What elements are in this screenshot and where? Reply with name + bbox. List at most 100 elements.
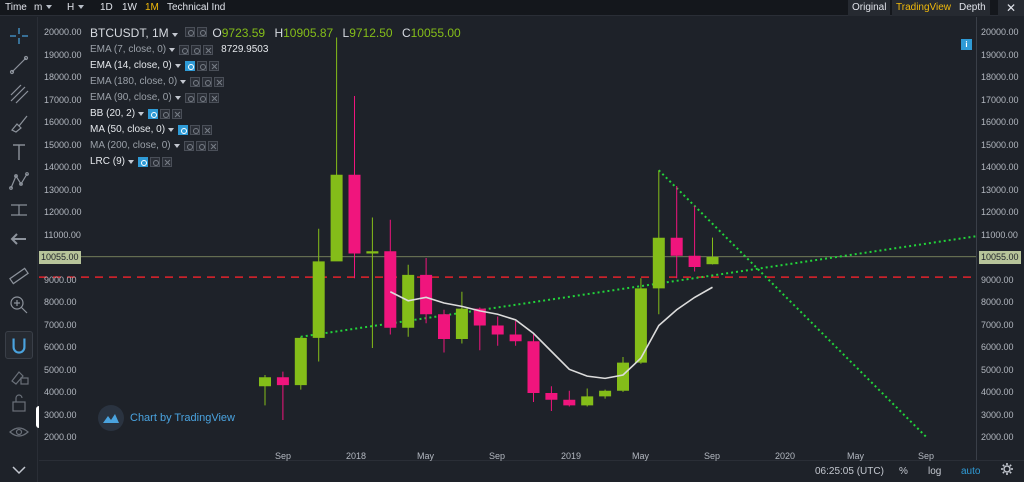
indicator-row[interactable]: EMA (90, close, 0): [90, 90, 467, 106]
close-icon[interactable]: [172, 109, 183, 119]
settings-icon[interactable]: [150, 157, 161, 167]
percent-toggle[interactable]: %: [899, 466, 908, 477]
indicator-row[interactable]: EMA (7, close, 0) 8729.9503: [90, 42, 467, 58]
candle-body: [348, 174, 361, 254]
settings-icon[interactable]: [196, 93, 207, 103]
settings-icon[interactable]: [185, 27, 196, 37]
zoom-in-icon[interactable]: [7, 293, 31, 315]
indicator-row[interactable]: MA (200, close, 0): [90, 138, 467, 154]
crosshair-icon[interactable]: [7, 25, 31, 47]
log-toggle[interactable]: log: [928, 466, 942, 477]
visibility-icon[interactable]: [178, 125, 189, 135]
arrow-left-icon[interactable]: [7, 228, 31, 250]
collapse-chevron-icon[interactable]: [0, 460, 38, 482]
visibility-icon[interactable]: [138, 157, 149, 167]
view-tradingview-button[interactable]: TradingView: [892, 0, 956, 16]
price-axis[interactable]: 20000.00 19000.00 18000.00 17000.00 16000.00…: [976, 17, 1024, 460]
indicator-row[interactable]: EMA (180, close, 0): [90, 74, 467, 90]
technical-indicators-button[interactable]: Technical Ind: [167, 2, 226, 13]
text-tool-icon[interactable]: [7, 141, 31, 163]
left-price-tick: 12000.00: [44, 207, 82, 217]
close-icon[interactable]: [208, 93, 219, 103]
close-icon[interactable]: [214, 77, 225, 87]
interval-1d[interactable]: 1D: [100, 2, 113, 13]
indicator-row[interactable]: LRC (9): [90, 154, 467, 170]
lock-icon[interactable]: [7, 392, 31, 414]
interval-hours-dropdown[interactable]: H: [64, 0, 87, 16]
chevron-down-icon[interactable]: [128, 160, 135, 164]
interval-time[interactable]: Time: [5, 2, 27, 13]
left-price-tick: 19000.00: [44, 49, 82, 60]
gear-icon[interactable]: [1000, 462, 1014, 479]
visibility-icon[interactable]: [148, 109, 159, 119]
settings-icon[interactable]: [196, 61, 207, 71]
indicator-name[interactable]: EMA (7, close, 0): [90, 44, 167, 55]
chevron-down-icon[interactable]: [171, 33, 178, 37]
indicator-name[interactable]: BB (20, 2): [90, 108, 136, 119]
high-label: H: [274, 26, 284, 40]
auto-toggle[interactable]: auto: [961, 466, 981, 477]
indicator-row[interactable]: BB (20, 2): [90, 106, 467, 122]
tradingview-watermark[interactable]: Chart by TradingView: [98, 405, 235, 431]
symbol-title[interactable]: BTCUSDT, 1M: [90, 26, 169, 40]
interval-1w[interactable]: 1W: [122, 2, 137, 13]
indicator-name[interactable]: EMA (180, close, 0): [90, 76, 178, 87]
settings-icon[interactable]: [191, 45, 202, 55]
close-icon[interactable]: [162, 157, 173, 167]
brush-icon[interactable]: [7, 112, 31, 134]
candlestick-chart: [39, 37, 976, 439]
ohlc-values: O9723.59 H10905.87 L9712.50 C10055.00: [212, 26, 466, 40]
lock-draw-icon[interactable]: [7, 364, 31, 386]
price-tick: 17000.00: [981, 94, 1019, 105]
chevron-down-icon[interactable]: [138, 112, 145, 116]
pattern-icon[interactable]: [7, 170, 31, 192]
chevron-down-icon[interactable]: [169, 48, 176, 52]
chevron-down-icon[interactable]: [173, 144, 180, 148]
view-original-button[interactable]: Original: [848, 0, 891, 16]
interval-minutes-dropdown[interactable]: m: [31, 0, 55, 16]
trend-line-icon[interactable]: [7, 54, 31, 76]
settings-icon[interactable]: [202, 77, 213, 87]
close-icon[interactable]: [203, 45, 214, 55]
indicator-name[interactable]: LRC (9): [90, 156, 126, 167]
magnet-icon[interactable]: [5, 331, 33, 359]
visibility-icon[interactable]: [179, 45, 190, 55]
measure-icon[interactable]: [7, 199, 31, 221]
settings-icon[interactable]: [195, 141, 206, 151]
interval-1m[interactable]: 1M: [145, 2, 159, 13]
price-tick: 7000.00: [981, 319, 1014, 330]
chevron-down-icon[interactable]: [168, 128, 175, 132]
visibility-icon[interactable]: [190, 77, 201, 87]
info-icon[interactable]: i: [961, 39, 972, 50]
chevron-down-icon[interactable]: [180, 80, 187, 84]
close-icon[interactable]: [207, 141, 218, 151]
close-icon[interactable]: [202, 125, 213, 135]
visibility-icon[interactable]: [184, 93, 195, 103]
left-price-tick: 16000.00: [44, 117, 82, 127]
open-value: 9723.59: [221, 26, 266, 40]
indicator-name[interactable]: EMA (14, close, 0): [90, 60, 172, 71]
ruler-icon[interactable]: [7, 265, 31, 287]
indicator-name[interactable]: MA (50, close, 0): [90, 124, 166, 135]
visibility-icon[interactable]: [184, 61, 195, 71]
settings-icon[interactable]: [197, 27, 208, 37]
chevron-down-icon[interactable]: [174, 64, 181, 68]
candle-body: [491, 325, 504, 335]
eye-icon[interactable]: [7, 421, 31, 443]
pitchfork-icon[interactable]: [7, 83, 31, 105]
chevron-down-icon[interactable]: [174, 96, 181, 100]
indicator-name[interactable]: MA (200, close, 0): [90, 140, 171, 151]
indicator-row[interactable]: MA (50, close, 0): [90, 122, 467, 138]
indicator-name[interactable]: EMA (90, close, 0): [90, 92, 172, 103]
left-price-tick: 11000.00: [44, 229, 81, 240]
visibility-icon[interactable]: [183, 141, 194, 151]
indicator-row[interactable]: EMA (14, close, 0): [90, 58, 467, 74]
close-icon[interactable]: ✕: [998, 0, 1024, 16]
view-depth-button[interactable]: Depth: [955, 0, 990, 16]
close-icon[interactable]: [208, 61, 219, 71]
settings-icon[interactable]: [160, 109, 171, 119]
settings-icon[interactable]: [190, 125, 201, 135]
chart-area[interactable]: [39, 17, 976, 460]
candle-body: [581, 396, 594, 406]
